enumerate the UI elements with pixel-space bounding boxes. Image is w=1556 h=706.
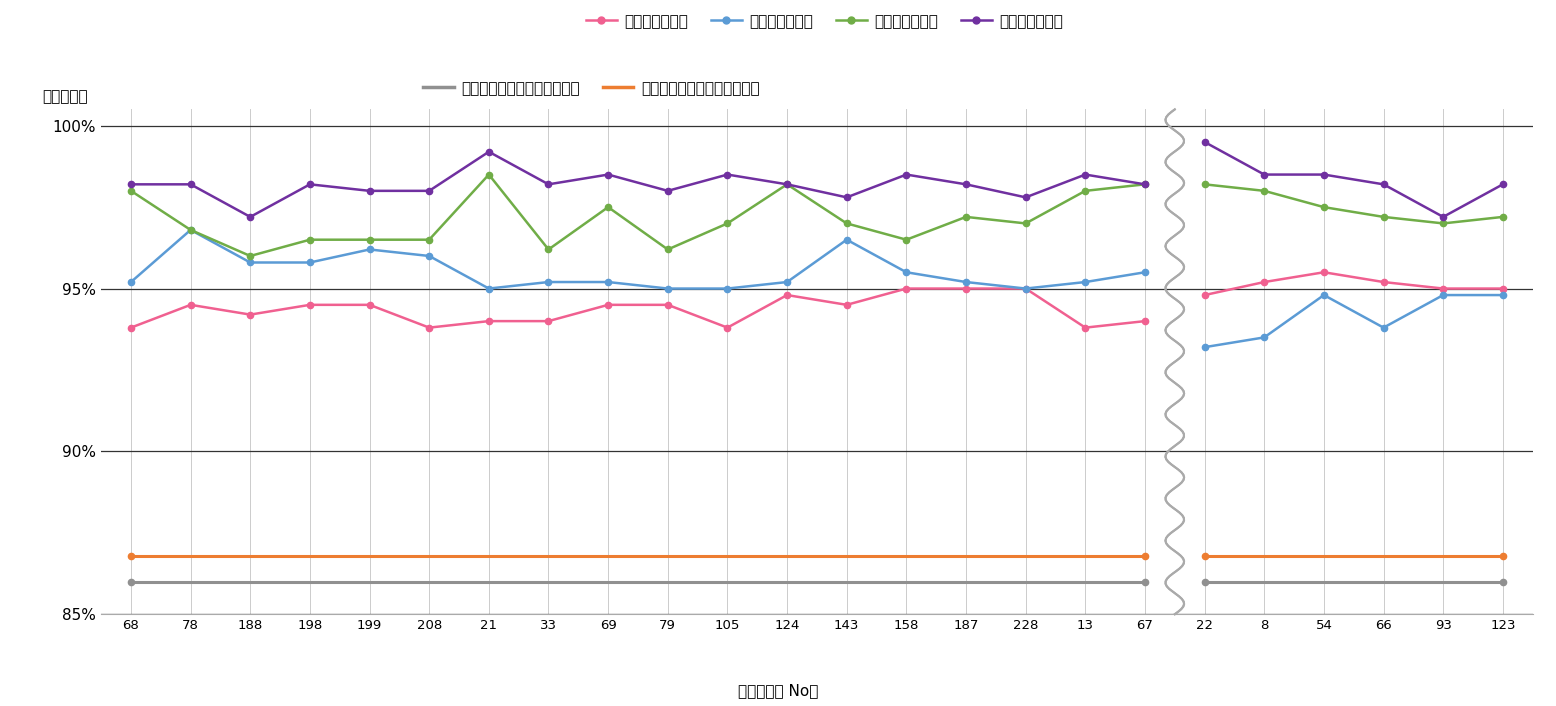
Legend: 地元松山での協和道路（株）, 地元西条での西条道路（株）: 地元松山での協和道路（株）, 地元西条での西条道路（株） [417, 75, 766, 102]
Text: （市の入札 No）: （市の入札 No） [738, 683, 818, 698]
Text: （落札率）: （落札率） [42, 90, 87, 104]
Legend: 三星道路（株）, 中央道路（株）, 協和道路（株）, 西条道路（株）: 三星道路（株）, 中央道路（株）, 協和道路（株）, 西条道路（株） [580, 8, 1069, 35]
